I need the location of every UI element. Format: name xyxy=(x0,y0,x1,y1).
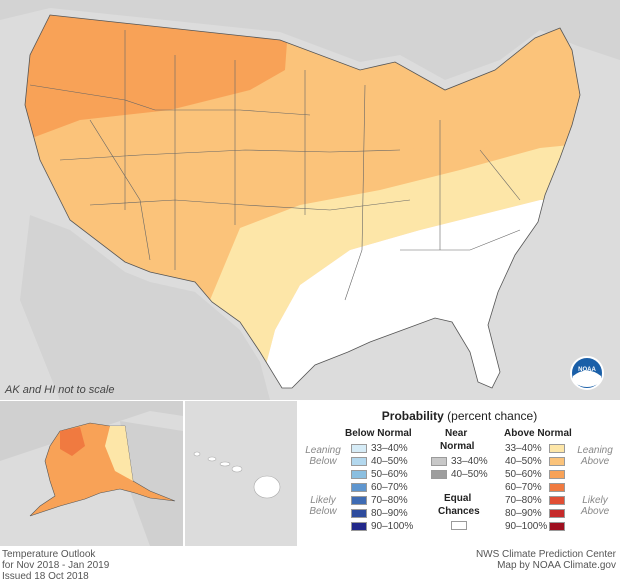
near-normal-label: 33–40% xyxy=(451,456,488,467)
island-oahu xyxy=(207,456,217,462)
near-normal-swatch xyxy=(431,470,447,479)
above-normal-label: 40–50% xyxy=(505,456,542,467)
leaning-above-label: Leaning Above xyxy=(575,445,615,467)
below-normal-header: Below Normal xyxy=(345,428,412,439)
leaning-above-1: Leaning xyxy=(577,445,613,456)
below-normal-swatch xyxy=(351,457,367,466)
near-normal-header-2: Normal xyxy=(440,441,475,452)
above-normal-header: Above Normal xyxy=(504,428,572,439)
above-normal-swatch xyxy=(549,522,565,531)
below-normal-label: 33–40% xyxy=(371,443,408,454)
equal-chances-2: Chances xyxy=(438,506,480,517)
above-normal-swatch xyxy=(549,509,565,518)
below-normal-label: 80–90% xyxy=(371,508,408,519)
above-normal-label: 50–60% xyxy=(505,469,542,480)
below-normal-swatch xyxy=(351,483,367,492)
legend-title-bold: Probability xyxy=(381,409,444,423)
outlook-title: Temperature Outlook xyxy=(2,549,96,560)
legend: Probability (percent chance) Below Norma… xyxy=(299,401,620,546)
credit-map: Map by NOAA Climate.gov xyxy=(497,560,616,571)
island-maui xyxy=(231,465,243,473)
leaning-below-label: Leaning Below xyxy=(303,445,343,467)
canada-land xyxy=(0,0,620,80)
likely-above-label: Likely Above xyxy=(575,495,615,517)
outlook-issued: Issued 18 Oct 2018 xyxy=(2,571,89,582)
below-normal-swatch xyxy=(351,522,367,531)
noaa-logo-text: NOAA xyxy=(578,367,596,373)
above-normal-label: 70–80% xyxy=(505,495,542,506)
outlook-caption: Temperature Outlook for Nov 2018 - Jan 2… xyxy=(2,549,109,582)
above-normal-label: 60–70% xyxy=(505,482,542,493)
noaa-logo: NOAA xyxy=(570,356,604,390)
near-normal-header-1: Near xyxy=(445,428,468,439)
island-hawaii xyxy=(253,475,281,499)
island-molokai xyxy=(219,461,231,467)
alaska-area-33-40 xyxy=(105,426,133,481)
likely-below-1: Likely xyxy=(310,495,336,506)
below-normal-label: 40–50% xyxy=(371,456,408,467)
legend-title: Probability (percent chance) xyxy=(299,409,620,423)
outlook-period: for Nov 2018 - Jan 2019 xyxy=(2,560,110,571)
below-normal-swatch xyxy=(351,509,367,518)
leaning-above-2: Above xyxy=(580,456,610,467)
area-above-50-60-b xyxy=(25,90,80,150)
legend-title-rest: (percent chance) xyxy=(447,409,538,423)
leaning-below-1: Leaning xyxy=(305,445,341,456)
likely-above-2: Above xyxy=(580,506,610,517)
equal-chances-swatch xyxy=(451,521,467,530)
mexico-land xyxy=(20,215,270,400)
conus-map-svg: NOAA xyxy=(0,0,620,400)
above-normal-label: 90–100% xyxy=(505,521,548,532)
alaska-map-svg xyxy=(0,401,183,546)
alaska-inset xyxy=(0,401,183,546)
near-normal-swatch xyxy=(431,457,447,466)
above-normal-swatch xyxy=(549,470,565,479)
hawaii-inset xyxy=(185,401,297,546)
below-normal-swatch xyxy=(351,444,367,453)
likely-above-1: Likely xyxy=(582,495,608,506)
us-outline xyxy=(24,14,581,389)
above-normal-label: 33–40% xyxy=(505,443,542,454)
scale-note: AK and HI not to scale xyxy=(5,384,115,396)
above-normal-swatch xyxy=(549,496,565,505)
below-normal-swatch xyxy=(351,470,367,479)
likely-below-label: Likely Below xyxy=(303,495,343,517)
below-normal-label: 50–60% xyxy=(371,469,408,480)
hawaii-map-svg xyxy=(193,451,281,499)
canada-land-ak xyxy=(120,421,183,546)
leaning-below-2: Below xyxy=(309,456,337,467)
below-normal-label: 90–100% xyxy=(371,521,414,532)
area-above-33-40 xyxy=(195,140,580,388)
likely-below-2: Below xyxy=(309,506,337,517)
island-kauai xyxy=(193,451,201,457)
below-normal-label: 60–70% xyxy=(371,482,408,493)
alaska-area-60-70 xyxy=(60,427,85,456)
below-normal-label: 70–80% xyxy=(371,495,408,506)
below-normal-swatch xyxy=(351,496,367,505)
conus-map: NOAA AK and HI not to scale xyxy=(0,0,620,400)
above-normal-swatch xyxy=(549,444,565,453)
credit-center: NWS Climate Prediction Center xyxy=(475,549,616,560)
above-normal-swatch xyxy=(549,457,565,466)
state-borders xyxy=(29,30,521,301)
above-normal-swatch xyxy=(549,483,565,492)
russia-land xyxy=(0,401,183,461)
credit-caption: NWS Climate Prediction Center Map by NOA… xyxy=(476,549,616,571)
equal-chances-1: Equal xyxy=(444,493,472,504)
above-normal-label: 80–90% xyxy=(505,508,542,519)
near-normal-label: 40–50% xyxy=(451,469,488,480)
